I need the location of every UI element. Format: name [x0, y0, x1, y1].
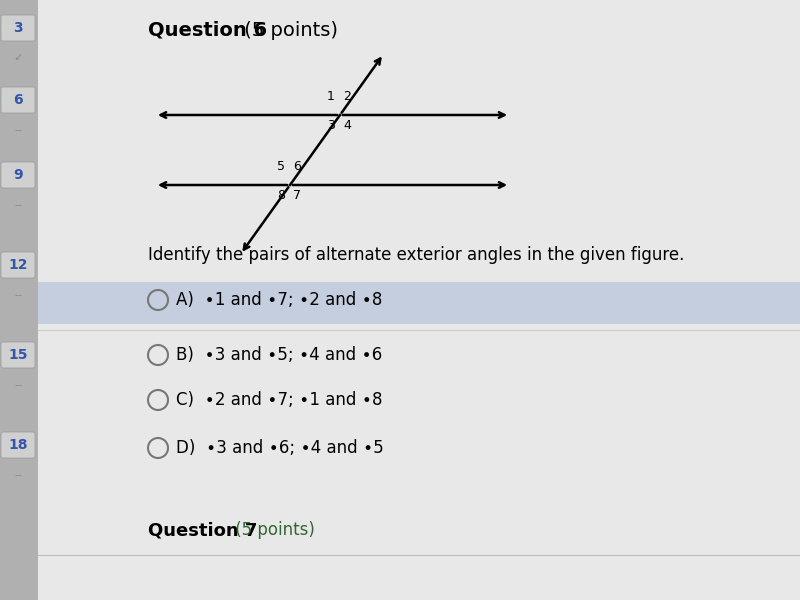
Text: --: --: [14, 125, 22, 135]
Bar: [0, 0, 38, 600]
Text: C)  ∙2 and ∙7; ∙1 and ∙8: C) ∙2 and ∙7; ∙1 and ∙8: [176, 391, 382, 409]
FancyBboxPatch shape: [1, 15, 35, 41]
Text: --: --: [14, 290, 22, 300]
Text: 6: 6: [293, 160, 301, 173]
Text: 5: 5: [277, 160, 285, 173]
FancyBboxPatch shape: [1, 342, 35, 368]
Text: Identify the pairs of alternate exterior angles in the given figure.: Identify the pairs of alternate exterior…: [148, 246, 684, 264]
Text: 6: 6: [13, 93, 23, 107]
FancyBboxPatch shape: [1, 162, 35, 188]
FancyBboxPatch shape: [1, 87, 35, 113]
Text: 2: 2: [343, 90, 351, 103]
Text: (5 points): (5 points): [238, 20, 338, 40]
Text: 18: 18: [8, 438, 28, 452]
FancyBboxPatch shape: [1, 432, 35, 458]
Text: ✓: ✓: [14, 53, 22, 63]
Text: --: --: [14, 200, 22, 210]
Bar: [38, 282, 800, 324]
Text: 12: 12: [8, 258, 28, 272]
Text: --: --: [14, 380, 22, 390]
Text: 3: 3: [327, 119, 335, 132]
Text: D)  ∙3 and ∙6; ∙4 and ∙5: D) ∙3 and ∙6; ∙4 and ∙5: [176, 439, 384, 457]
Text: Question 7: Question 7: [148, 521, 258, 539]
Text: --: --: [14, 470, 22, 480]
Text: 15: 15: [8, 348, 28, 362]
Text: 1: 1: [327, 90, 335, 103]
Text: B)  ∙3 and ∙5; ∙4 and ∙6: B) ∙3 and ∙5; ∙4 and ∙6: [176, 346, 382, 364]
Text: (5 points): (5 points): [230, 521, 315, 539]
Text: Question 6: Question 6: [148, 20, 267, 40]
Text: A)  ∙1 and ∙7; ∙2 and ∙8: A) ∙1 and ∙7; ∙2 and ∙8: [176, 291, 382, 309]
Text: 7: 7: [293, 189, 301, 202]
Text: 8: 8: [277, 189, 285, 202]
Text: 9: 9: [13, 168, 23, 182]
Text: 3: 3: [13, 21, 23, 35]
FancyBboxPatch shape: [1, 252, 35, 278]
Text: 4: 4: [343, 119, 351, 132]
